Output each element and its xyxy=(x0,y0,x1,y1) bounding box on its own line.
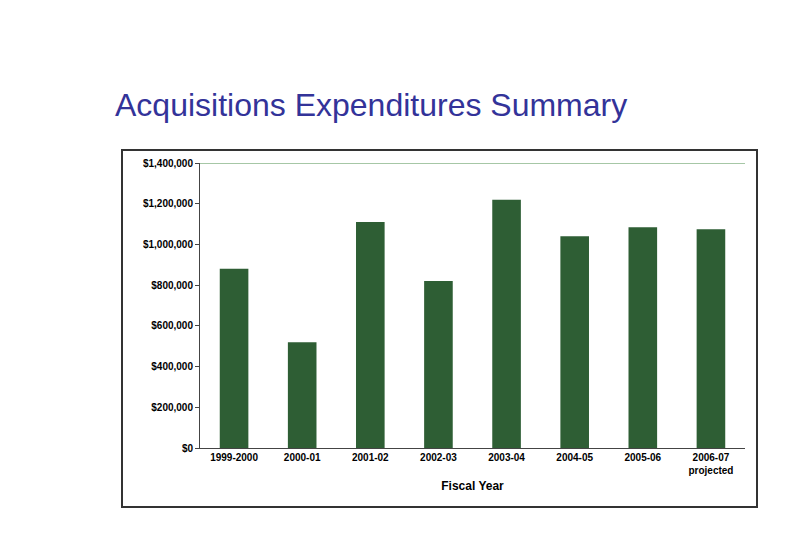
svg-text:$1,200,000: $1,200,000 xyxy=(143,198,193,209)
svg-text:2002-03: 2002-03 xyxy=(420,452,457,463)
svg-text:$600,000: $600,000 xyxy=(151,320,193,331)
svg-text:2001-02: 2001-02 xyxy=(352,452,389,463)
svg-text:$200,000: $200,000 xyxy=(151,402,193,413)
svg-text:$800,000: $800,000 xyxy=(151,280,193,291)
svg-text:$1,400,000: $1,400,000 xyxy=(143,158,193,169)
svg-text:$0: $0 xyxy=(182,443,194,454)
svg-text:1999-2000: 1999-2000 xyxy=(210,452,258,463)
svg-text:Acquisitions Expenditures Summ: Acquisitions Expenditures Summary xyxy=(115,87,627,123)
svg-text:2005-06: 2005-06 xyxy=(624,452,661,463)
svg-text:$400,000: $400,000 xyxy=(151,361,193,372)
svg-text:2006-07projected: 2006-07projected xyxy=(688,452,733,476)
svg-text:2003-04: 2003-04 xyxy=(488,452,525,463)
svg-text:2000-01: 2000-01 xyxy=(284,452,321,463)
svg-text:$1,000,000: $1,000,000 xyxy=(143,239,193,250)
svg-text:2004-05: 2004-05 xyxy=(556,452,593,463)
svg-text:Fiscal Year: Fiscal Year xyxy=(441,479,504,493)
